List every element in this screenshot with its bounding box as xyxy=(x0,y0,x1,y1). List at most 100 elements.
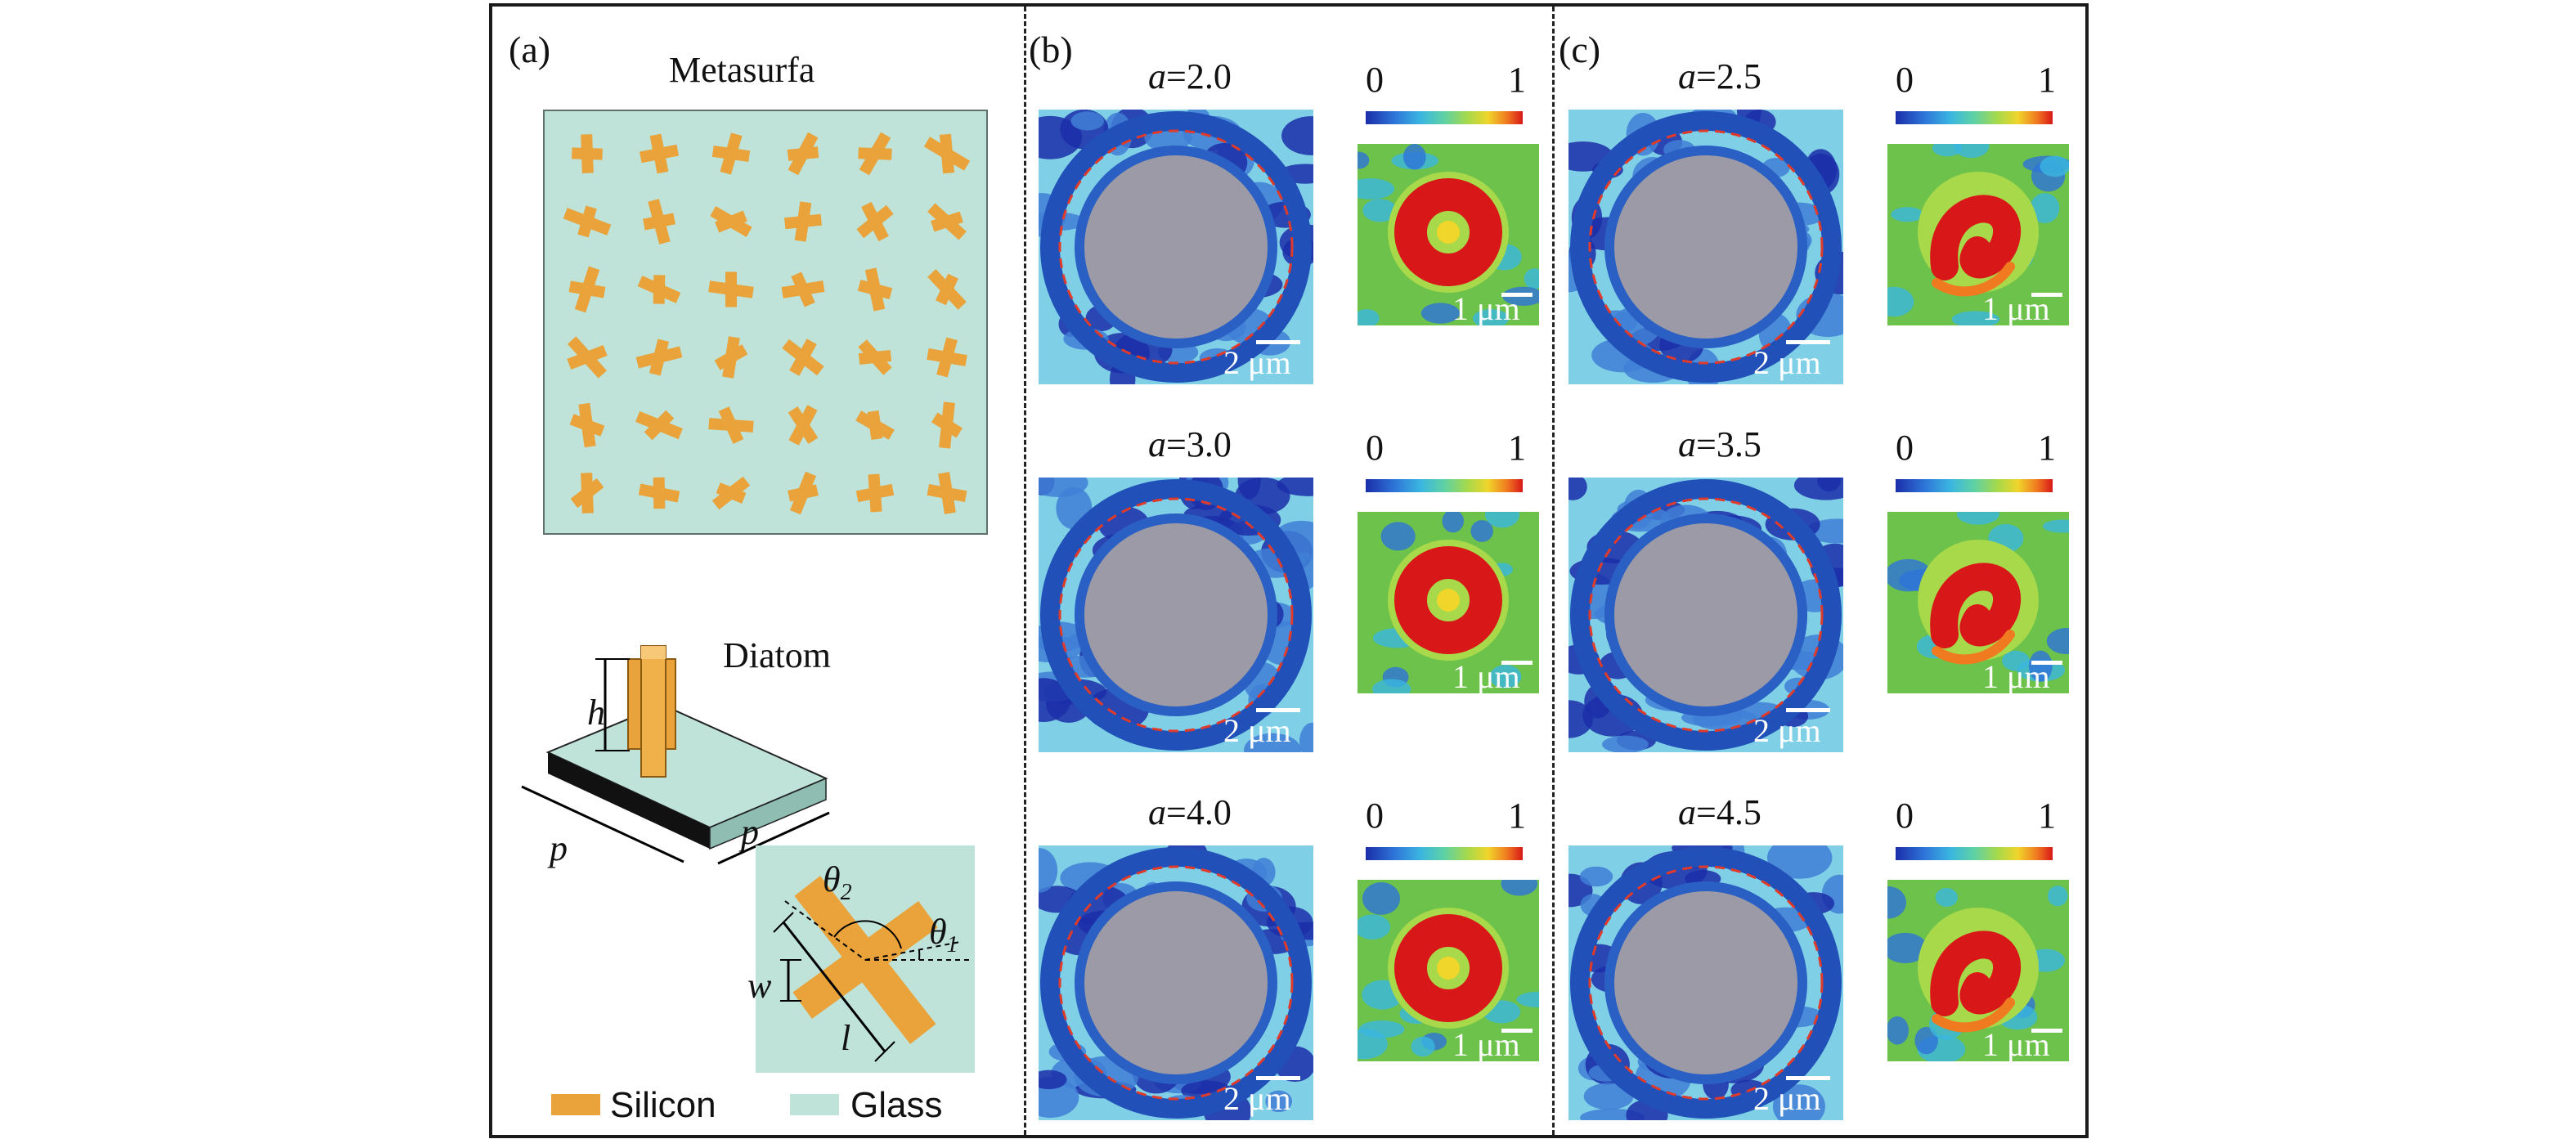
dim-h: h xyxy=(587,693,605,733)
colorbar xyxy=(1366,847,1523,860)
param-title: a=4.5 xyxy=(1678,792,1761,832)
scale-bar-large xyxy=(1256,708,1300,712)
colorbar-max: 1 xyxy=(2038,428,2056,468)
divider-ab xyxy=(1024,7,1026,1135)
glass-substrate-left xyxy=(548,752,710,849)
legend-swatch-silicon xyxy=(551,1094,600,1115)
colorbar-max: 1 xyxy=(1508,796,1526,836)
meta-atom xyxy=(643,199,675,244)
meta-atom xyxy=(568,266,606,313)
scale-bar-large xyxy=(1786,1076,1830,1080)
field-map-large xyxy=(1039,110,1313,384)
param-title: a=2.5 xyxy=(1678,56,1761,96)
dim-l: l xyxy=(841,1018,851,1058)
panel-a-label: (a) xyxy=(509,29,551,70)
colorbar-min: 0 xyxy=(1896,60,1914,100)
focal-spot-map xyxy=(1887,880,2069,1061)
colorbar-min: 0 xyxy=(1896,796,1914,836)
scale-label-small: 1 μm xyxy=(1982,658,2050,695)
field-map-large xyxy=(1039,478,1313,752)
meta-atom xyxy=(858,339,892,375)
meta-atom xyxy=(931,401,963,449)
scale-bar-small xyxy=(2031,293,2062,297)
scale-label-large: 2 μm xyxy=(1223,1080,1291,1117)
meta-atom xyxy=(635,410,683,441)
scale-bar-small xyxy=(2031,661,2062,665)
panel-c-label: (c) xyxy=(1559,29,1601,70)
param-title: a=2.0 xyxy=(1148,56,1232,96)
meta-atom xyxy=(858,132,892,176)
colorbar-min: 0 xyxy=(1366,428,1384,468)
focal-spot-map xyxy=(1358,144,1539,325)
colorbar-max: 1 xyxy=(2038,60,2056,100)
scale-bar-small xyxy=(1501,1029,1533,1033)
metasurface-svg xyxy=(563,132,971,515)
meta-atom xyxy=(567,336,608,379)
field-map-large xyxy=(1568,478,1843,752)
meta-atom xyxy=(927,203,967,240)
meta-atom xyxy=(857,267,893,312)
meta-atom xyxy=(570,473,604,513)
legend-label-glass: Glass xyxy=(850,1085,943,1125)
scale-label-large: 2 μm xyxy=(1753,1080,1821,1117)
scale-label-small: 1 μm xyxy=(1452,1026,1520,1063)
scale-label-small: 1 μm xyxy=(1982,1026,2050,1063)
dim-p1: p xyxy=(550,828,568,868)
meta-atom xyxy=(927,337,967,378)
scale-label-small: 1 μm xyxy=(1982,290,2050,327)
meta-atom xyxy=(855,473,895,513)
meta-atom xyxy=(714,336,748,379)
meta-atom xyxy=(711,132,751,175)
colorbar-min: 0 xyxy=(1366,796,1384,836)
dim-p2: p xyxy=(741,812,759,852)
meta-atom xyxy=(783,201,823,242)
meta-atom xyxy=(923,133,971,174)
meta-atom xyxy=(569,402,605,448)
metasurface-array xyxy=(543,110,988,535)
theta2-symbol: θ2 xyxy=(823,859,852,905)
colorbar-min: 0 xyxy=(1896,428,1914,468)
param-title: a=4.0 xyxy=(1148,792,1232,832)
meta-atom xyxy=(927,269,967,310)
meta-atom xyxy=(711,476,751,510)
cross-top-view-svg xyxy=(773,876,970,1062)
metasurface-title: Metasurfa xyxy=(669,50,815,90)
meta-atom xyxy=(639,133,680,174)
meta-atom xyxy=(781,271,825,307)
meta-atom xyxy=(927,472,967,514)
scale-label-large: 2 μm xyxy=(1223,712,1291,749)
dim-w: w xyxy=(747,966,772,1006)
colorbar-max: 1 xyxy=(1508,428,1526,468)
scale-label-large: 2 μm xyxy=(1753,712,1821,749)
colorbar-min: 0 xyxy=(1366,60,1384,100)
meta-atom xyxy=(708,406,754,444)
scale-label-large: 2 μm xyxy=(1223,344,1291,381)
scale-label-small: 1 μm xyxy=(1452,290,1520,327)
field-map-large xyxy=(1568,845,1843,1120)
cross-top-view: θ2 θ1 w l xyxy=(747,845,975,1073)
focal-spot-map xyxy=(1887,512,2069,693)
scale-bar-small xyxy=(1501,293,1533,297)
colorbar-max: 1 xyxy=(2038,796,2056,836)
field-map-large xyxy=(1039,845,1313,1120)
unit-cell-diagram xyxy=(521,645,830,865)
glass-substrate-right xyxy=(709,777,827,850)
scale-bar-large xyxy=(1786,708,1830,712)
param-title: a=3.5 xyxy=(1678,424,1761,464)
colorbar-max: 1 xyxy=(1508,60,1526,100)
colorbar xyxy=(1896,479,2053,492)
colorbar xyxy=(1366,111,1523,124)
scale-bar-large xyxy=(1256,340,1300,344)
meta-atom xyxy=(788,471,819,515)
scale-bar-small xyxy=(1501,661,1533,665)
scale-bar-large xyxy=(1786,340,1830,344)
meta-atom xyxy=(572,134,603,173)
divider-bc xyxy=(1552,7,1555,1135)
meta-atom xyxy=(635,339,683,376)
diatom-title: Diatom xyxy=(723,635,831,675)
meta-atom xyxy=(782,339,824,376)
meta-atom xyxy=(637,275,681,304)
meta-atom xyxy=(855,410,895,440)
p2-dimension-line xyxy=(717,811,830,865)
meta-atom xyxy=(856,201,894,242)
